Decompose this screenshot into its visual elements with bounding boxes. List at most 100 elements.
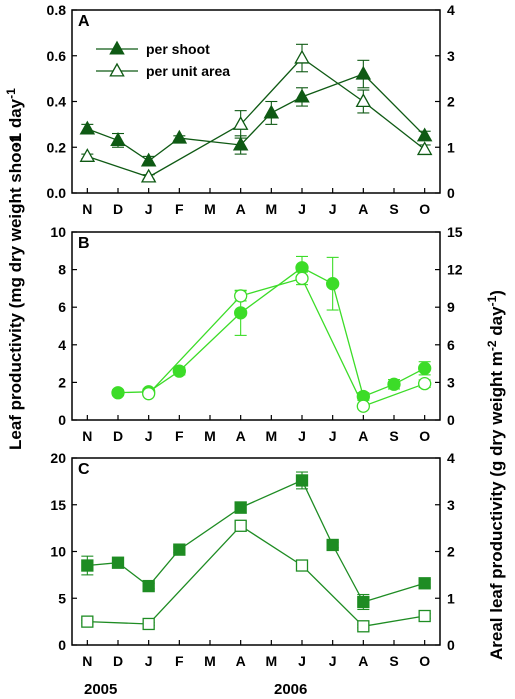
data-point-triangle [110, 132, 126, 146]
data-point-circle [356, 399, 370, 413]
x-tick-label: J [145, 201, 153, 217]
left-tick-label: 4 [58, 337, 66, 353]
legend-per-unit-area-marker [109, 62, 125, 77]
x-tick-label: M [265, 428, 277, 444]
x-tick-label: M [204, 653, 216, 669]
left-tick-label: 2 [58, 374, 66, 390]
data-point-square [81, 559, 94, 572]
x-tick-label: D [113, 428, 123, 444]
x-tick-label: O [419, 428, 430, 444]
data-point-square [142, 617, 155, 631]
left-tick-label: 0.2 [47, 139, 67, 155]
data-point-square [357, 620, 370, 633]
left-axis-title-suffix: -1 day-1 [4, 88, 25, 148]
x-tick-label: A [358, 653, 368, 669]
x-tick-label: A [236, 201, 246, 217]
data-point-triangle [79, 120, 96, 135]
x-tick-label: A [236, 653, 246, 669]
data-point-square [81, 615, 94, 628]
x-tick-label: M [265, 201, 277, 217]
data-point-triangle [294, 49, 310, 64]
panel-c: 0 5 10 15 20 0 1 2 3 4 N D J F M A M J J A S O C [50, 450, 455, 669]
data-point-square [295, 474, 309, 487]
series-line [87, 479, 425, 603]
data-point-square [357, 595, 370, 609]
x-tick-label: J [329, 428, 337, 444]
x-tick-label: J [329, 653, 337, 669]
left-tick-label: 0.6 [47, 48, 67, 64]
data-point-square [142, 579, 155, 593]
right-tick-label: 1 [447, 139, 455, 155]
data-point-circle [142, 387, 156, 401]
left-tick-label: 5 [58, 590, 66, 606]
series-filled-circle [111, 255, 432, 404]
data-point-circle [326, 277, 340, 291]
x-tick-label: M [204, 201, 216, 217]
left-tick-label: 20 [50, 450, 66, 466]
panel-frame [71, 9, 441, 194]
x-tick-label: J [145, 653, 153, 669]
data-point-triangle [355, 65, 372, 80]
x-tick-label: S [389, 201, 398, 217]
data-point-triangle [263, 104, 280, 119]
series-open-circle [142, 271, 432, 413]
right-tick-label: 4 [447, 2, 455, 18]
right-tick-label: 0 [447, 637, 455, 653]
right-tick-label: 3 [447, 497, 455, 513]
x-tick-label: F [175, 653, 184, 669]
right-tick-label: 2 [447, 544, 455, 560]
x-tick-label: A [358, 201, 368, 217]
data-point-circle [295, 271, 309, 286]
x-tick-label: M [265, 653, 277, 669]
data-point-triangle [416, 127, 433, 142]
series-filled-square [81, 471, 431, 611]
x-tick-label: F [175, 201, 184, 217]
x-tick-label: J [298, 428, 306, 444]
data-point-square [295, 559, 309, 572]
x-tick-label: D [113, 653, 123, 669]
panel-frame [71, 457, 441, 646]
data-point-circle [418, 377, 432, 391]
left-tick-label: 6 [58, 299, 66, 315]
right-tick-label: 3 [447, 374, 455, 390]
right-tick-label: 15 [447, 224, 463, 240]
data-point-triangle [140, 152, 157, 167]
right-tick-label: 0 [447, 185, 455, 201]
panel-letter: C [78, 461, 90, 478]
panel-letter: A [78, 13, 90, 30]
right-tick-label: 6 [447, 337, 455, 353]
panel-letter: B [78, 235, 90, 252]
left-tick-label: 0.0 [47, 185, 67, 201]
series-line [148, 277, 425, 408]
right-tick-label: 12 [447, 262, 463, 278]
data-point-square [418, 577, 431, 590]
x-tick-label: F [175, 428, 184, 444]
series-line [87, 57, 426, 178]
data-point-circle [387, 377, 401, 391]
right-tick-label: 1 [447, 590, 455, 606]
data-point-circle [234, 289, 248, 303]
year-label-2005: 2005 [84, 681, 117, 698]
year-label-2006: 2006 [274, 681, 307, 698]
series-line [87, 73, 426, 162]
legend-per-shoot-marker [109, 40, 125, 55]
legend: per shoot per unit area [96, 40, 230, 79]
legend-per-shoot-label: per shoot [146, 41, 210, 57]
x-tick-label: N [82, 201, 92, 217]
left-tick-label: 15 [50, 497, 66, 513]
x-tick-label: A [358, 428, 368, 444]
series-filled-triangle [79, 59, 433, 167]
x-tick-label: J [298, 201, 306, 217]
x-tick-label: A [236, 428, 246, 444]
data-point-triangle [232, 136, 249, 151]
legend-per-unit-area-label: per unit area [146, 63, 230, 79]
data-point-square [418, 609, 431, 623]
x-tick-label: D [113, 201, 123, 217]
left-tick-label: 10 [50, 544, 66, 560]
data-point-triangle [232, 116, 249, 130]
x-tick-label: S [389, 428, 398, 444]
data-point-square [173, 543, 186, 556]
